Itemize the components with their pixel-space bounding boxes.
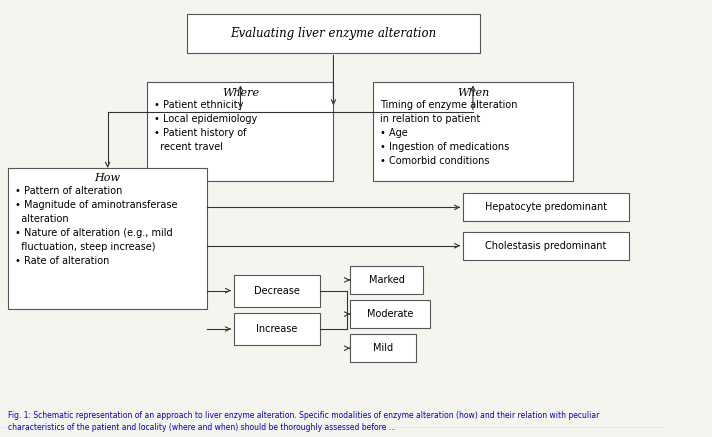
Text: Marked: Marked [369,275,404,285]
Text: Decrease: Decrease [254,286,300,295]
FancyBboxPatch shape [463,232,629,260]
Text: Cholestasis predominant: Cholestasis predominant [486,241,607,251]
FancyBboxPatch shape [350,334,417,362]
Text: Fig. 1: Schematic representation of an approach to liver enzyme alteration. Spec: Fig. 1: Schematic representation of an a… [8,411,600,432]
Text: Timing of enzyme alteration
in relation to patient
• Age
• Ingestion of medicati: Timing of enzyme alteration in relation … [380,101,518,166]
FancyBboxPatch shape [373,83,572,180]
Text: When: When [457,88,489,97]
FancyBboxPatch shape [350,300,430,328]
Text: • Pattern of alteration
• Magnitude of aminotransferase
  alteration
• Nature of: • Pattern of alteration • Magnitude of a… [15,186,177,266]
FancyBboxPatch shape [234,274,320,307]
FancyBboxPatch shape [147,83,333,180]
Text: How: How [95,173,120,183]
Text: Increase: Increase [256,324,298,334]
Text: Evaluating liver enzyme alteration: Evaluating liver enzyme alteration [230,27,436,40]
Text: Mild: Mild [373,343,393,353]
FancyBboxPatch shape [234,313,320,345]
Text: Where: Where [222,88,259,97]
FancyBboxPatch shape [8,168,207,309]
FancyBboxPatch shape [350,266,423,294]
Text: Moderate: Moderate [367,309,413,319]
FancyBboxPatch shape [187,14,480,52]
Text: • Patient ethnicity
• Local epidemiology
• Patient history of
  recent travel: • Patient ethnicity • Local epidemiology… [154,101,258,153]
Text: Hepatocyte predominant: Hepatocyte predominant [485,202,607,212]
FancyBboxPatch shape [463,194,629,221]
